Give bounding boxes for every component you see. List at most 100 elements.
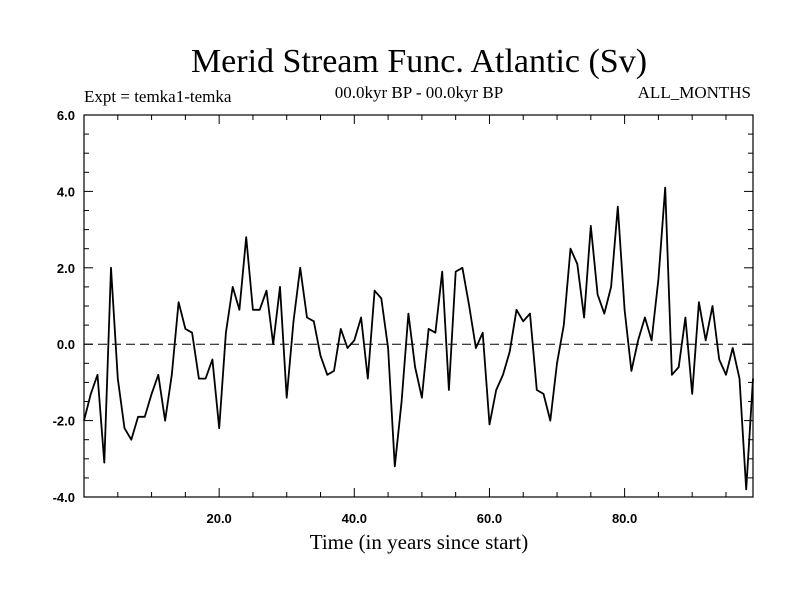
plot-frame bbox=[83, 114, 754, 498]
data-point bbox=[380, 297, 382, 299]
data-point bbox=[401, 400, 403, 403]
data-point bbox=[137, 416, 139, 418]
data-point bbox=[218, 427, 220, 429]
data-point bbox=[110, 267, 112, 269]
period-label: 00.0kyr BP - 00.0kyr BP bbox=[335, 83, 503, 102]
data-point bbox=[367, 377, 369, 380]
months-label: ALL_MONTHS bbox=[638, 83, 751, 102]
data-point bbox=[624, 309, 626, 311]
data-point bbox=[164, 420, 166, 422]
chart-title: Merid Stream Func. Atlantic (Sv) bbox=[191, 43, 647, 80]
data-point bbox=[150, 393, 153, 395]
data-point bbox=[421, 397, 423, 399]
data-point bbox=[441, 271, 443, 273]
data-point bbox=[725, 374, 727, 376]
data-point bbox=[475, 347, 477, 349]
data-point bbox=[536, 389, 538, 391]
data-point bbox=[144, 416, 146, 418]
data-point bbox=[752, 377, 754, 380]
data-point bbox=[691, 393, 693, 395]
data-point bbox=[252, 309, 254, 311]
data-point bbox=[549, 420, 551, 422]
data-point bbox=[123, 427, 126, 429]
data-point bbox=[90, 393, 92, 395]
data-point bbox=[103, 462, 105, 464]
data-point bbox=[664, 186, 666, 189]
x-tick-label: 20.0 bbox=[206, 511, 231, 526]
x-tick-label: 80.0 bbox=[612, 511, 637, 526]
data-point bbox=[488, 423, 491, 426]
data-point bbox=[610, 286, 612, 288]
data-point bbox=[265, 290, 268, 292]
data-point bbox=[617, 206, 619, 208]
data-point bbox=[637, 339, 639, 341]
data-point bbox=[360, 316, 362, 319]
data-point bbox=[178, 301, 180, 303]
data-point bbox=[590, 225, 592, 227]
data-point bbox=[232, 286, 234, 288]
data-point bbox=[428, 328, 430, 330]
data-point bbox=[387, 347, 389, 349]
data-point bbox=[651, 339, 653, 341]
y-tick-label: 0.0 bbox=[57, 337, 75, 352]
data-point bbox=[313, 320, 315, 322]
data-point bbox=[705, 339, 707, 341]
data-point bbox=[576, 263, 578, 265]
y-tick-label: 6.0 bbox=[57, 108, 75, 123]
data-point bbox=[157, 374, 159, 376]
data-point bbox=[711, 305, 714, 307]
data-point bbox=[583, 316, 585, 319]
data-point bbox=[272, 343, 274, 345]
data-point bbox=[191, 332, 193, 334]
data-point bbox=[171, 374, 173, 376]
data-point bbox=[515, 309, 518, 311]
data-point bbox=[509, 351, 511, 353]
data-point bbox=[205, 377, 207, 380]
data-point bbox=[529, 313, 531, 315]
data-point bbox=[306, 316, 308, 319]
data-point bbox=[603, 313, 605, 315]
experiment-label: Expt = temka1-temka bbox=[84, 87, 232, 106]
data-point bbox=[495, 389, 497, 391]
data-point bbox=[468, 305, 470, 307]
data-point bbox=[678, 366, 680, 368]
data-point bbox=[286, 397, 288, 399]
data-point bbox=[198, 377, 200, 380]
data-point bbox=[738, 377, 741, 380]
series-line bbox=[83, 186, 754, 491]
series-group bbox=[83, 186, 754, 491]
data-point bbox=[373, 290, 376, 292]
data-point bbox=[299, 267, 301, 269]
data-point bbox=[448, 389, 450, 391]
data-point bbox=[455, 271, 457, 273]
data-point bbox=[292, 320, 295, 322]
data-point bbox=[340, 328, 342, 330]
data-point bbox=[394, 465, 396, 468]
data-point bbox=[563, 324, 565, 326]
data-point bbox=[522, 320, 524, 322]
data-point bbox=[671, 374, 673, 376]
data-point bbox=[698, 301, 700, 303]
data-point bbox=[346, 347, 349, 349]
data-point bbox=[96, 374, 99, 376]
data-point bbox=[502, 374, 504, 376]
x-tick-label: 40.0 bbox=[342, 511, 367, 526]
data-point bbox=[414, 366, 416, 368]
data-point bbox=[596, 293, 599, 296]
x-tick-label: 60.0 bbox=[477, 511, 502, 526]
data-point bbox=[684, 316, 687, 319]
x-axis-label: Time (in years since start) bbox=[310, 530, 529, 554]
data-point bbox=[556, 362, 558, 364]
data-point bbox=[657, 278, 659, 280]
y-tick-label: 2.0 bbox=[57, 261, 75, 276]
data-point bbox=[482, 332, 484, 334]
y-tick-label: -2.0 bbox=[53, 414, 75, 429]
data-point bbox=[353, 339, 355, 341]
y-tick-label: 4.0 bbox=[57, 184, 75, 199]
y-tick-label: -4.0 bbox=[53, 490, 75, 505]
data-point bbox=[211, 358, 213, 361]
data-point bbox=[461, 267, 464, 269]
data-point bbox=[319, 355, 322, 357]
data-point bbox=[732, 347, 734, 349]
